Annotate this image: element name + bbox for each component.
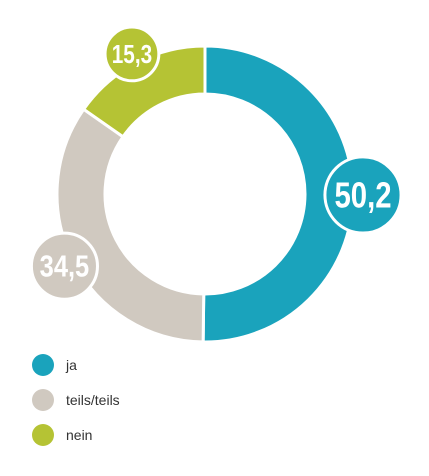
- value-label-badge: [323, 155, 403, 235]
- legend-swatch: [32, 389, 54, 411]
- legend-swatch: [32, 424, 54, 446]
- legend-label: nein: [66, 427, 92, 443]
- value-label-badge: [29, 231, 99, 301]
- legend-label: ja: [65, 357, 77, 373]
- donut-segment: [81, 44, 207, 139]
- donut-segment: [201, 44, 355, 344]
- legend-label: teils/teils: [66, 392, 120, 408]
- value-label: 15,3: [112, 39, 152, 69]
- value-label: 34,5: [40, 249, 90, 284]
- value-label-badge: [103, 25, 161, 83]
- legend-swatch: [32, 354, 54, 376]
- value-label: 50,2: [334, 174, 391, 215]
- donut-segment: [55, 107, 206, 344]
